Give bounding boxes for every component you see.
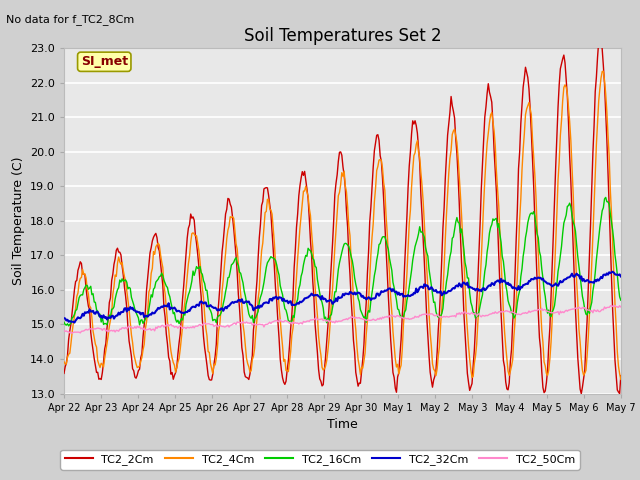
X-axis label: Time: Time <box>327 418 358 431</box>
Title: Soil Temperatures Set 2: Soil Temperatures Set 2 <box>244 27 441 45</box>
Text: SI_met: SI_met <box>81 55 128 68</box>
Legend: TC2_2Cm, TC2_4Cm, TC2_16Cm, TC2_32Cm, TC2_50Cm: TC2_2Cm, TC2_4Cm, TC2_16Cm, TC2_32Cm, TC… <box>60 450 580 469</box>
Y-axis label: Soil Temperature (C): Soil Temperature (C) <box>12 156 24 285</box>
Text: No data for f_TC2_8Cm: No data for f_TC2_8Cm <box>6 14 134 25</box>
